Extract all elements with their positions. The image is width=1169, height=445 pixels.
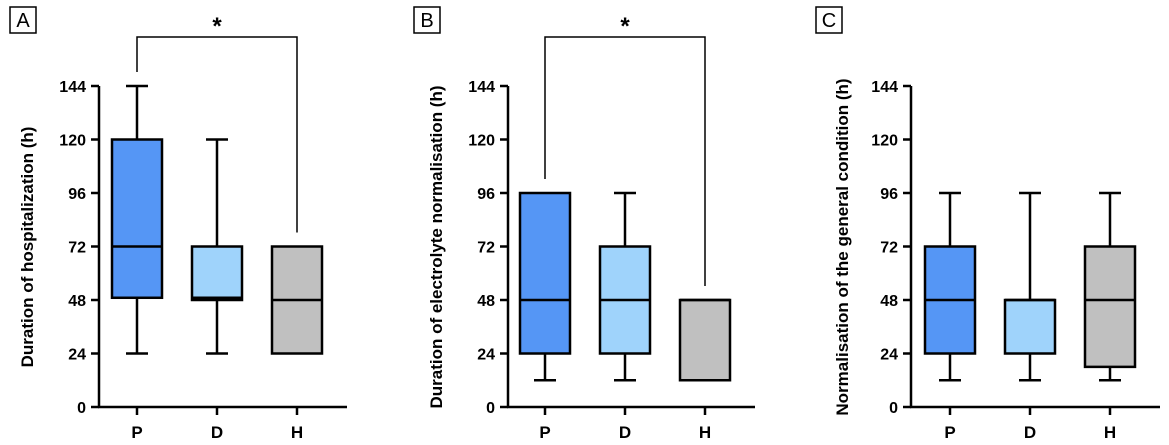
box-body xyxy=(518,191,572,355)
panel-letter-text: A xyxy=(16,10,30,32)
significance-bracket: * xyxy=(544,13,706,286)
box-p: P xyxy=(110,84,164,442)
x-tick-label: D xyxy=(1024,423,1036,442)
y-tick-label: 0 xyxy=(77,400,86,417)
y-tick-label: 144 xyxy=(468,79,495,96)
y-tick-label: 48 xyxy=(477,293,495,310)
box-body xyxy=(1083,245,1137,369)
x-tick-label: P xyxy=(539,423,550,442)
y-tick-label: 144 xyxy=(871,79,898,96)
y-tick-label: 144 xyxy=(59,79,86,96)
significance-star: * xyxy=(620,13,630,40)
panel-letter-b: B xyxy=(413,6,441,34)
x-tick-label: D xyxy=(211,423,223,442)
box-d: D xyxy=(1003,191,1057,442)
y-tick-label: 72 xyxy=(880,240,898,257)
x-tick-label: H xyxy=(291,423,303,442)
x-tick-label: P xyxy=(944,423,955,442)
y-tick-label: 72 xyxy=(68,240,86,257)
box-d: D xyxy=(598,191,652,442)
box-h: H xyxy=(1083,191,1137,442)
y-tick-label: 120 xyxy=(871,133,898,150)
bracket-line xyxy=(544,36,706,286)
panel-letter-c: C xyxy=(815,6,843,34)
y-tick-label: 48 xyxy=(68,293,86,310)
panel-letter-text: B xyxy=(420,10,433,32)
y-tick-label: 24 xyxy=(68,347,86,364)
box-p: P xyxy=(923,191,977,442)
box-d: D xyxy=(190,138,244,442)
panel-letter-frame xyxy=(413,6,441,34)
y-tick-label: 96 xyxy=(880,186,898,203)
x-tick-label: P xyxy=(131,423,142,442)
panel-letter-frame xyxy=(815,6,843,34)
panel-letter-frame xyxy=(9,6,37,34)
box-body xyxy=(1003,298,1057,355)
y-axis-title: Duration of hospitalization (h) xyxy=(18,127,37,368)
y-tick-label: 24 xyxy=(477,347,495,364)
panel-a: A Duration of hospitalization (h) 0 24 48 72 9… xyxy=(9,6,347,442)
y-tick-label: 0 xyxy=(889,400,898,417)
x-tick-label: H xyxy=(1104,423,1116,442)
y-axis-title: Duration of electrolyte normalisation (h… xyxy=(427,85,446,408)
box-body xyxy=(678,298,732,382)
panel-letter-text: C xyxy=(822,10,836,32)
y-tick-label: 24 xyxy=(880,347,898,364)
box-h: H xyxy=(678,298,732,442)
x-tick-label: D xyxy=(619,423,631,442)
bracket-line xyxy=(136,36,298,233)
y-tick-label: 0 xyxy=(486,400,495,417)
panel-c: C Normalisation of the general condition … xyxy=(815,6,1160,442)
significance-bracket: * xyxy=(136,13,298,233)
y-tick-label: 96 xyxy=(477,186,495,203)
y-tick-label: 72 xyxy=(477,240,495,257)
panel-b: B Duration of electrolyte normalisation (… xyxy=(413,6,755,442)
y-axis-title: Normalisation of the general condition (… xyxy=(833,78,852,415)
panel-letter-a: A xyxy=(9,6,37,34)
y-tick-label: 96 xyxy=(68,186,86,203)
significance-star: * xyxy=(212,13,222,40)
y-tick-label: 120 xyxy=(468,133,495,150)
box-p: P xyxy=(518,191,572,442)
box-body xyxy=(190,245,244,302)
y-tick-label: 120 xyxy=(59,133,86,150)
x-tick-label: H xyxy=(699,423,711,442)
box-body xyxy=(110,138,164,300)
box-h: H xyxy=(270,245,324,442)
y-tick-label: 48 xyxy=(880,293,898,310)
